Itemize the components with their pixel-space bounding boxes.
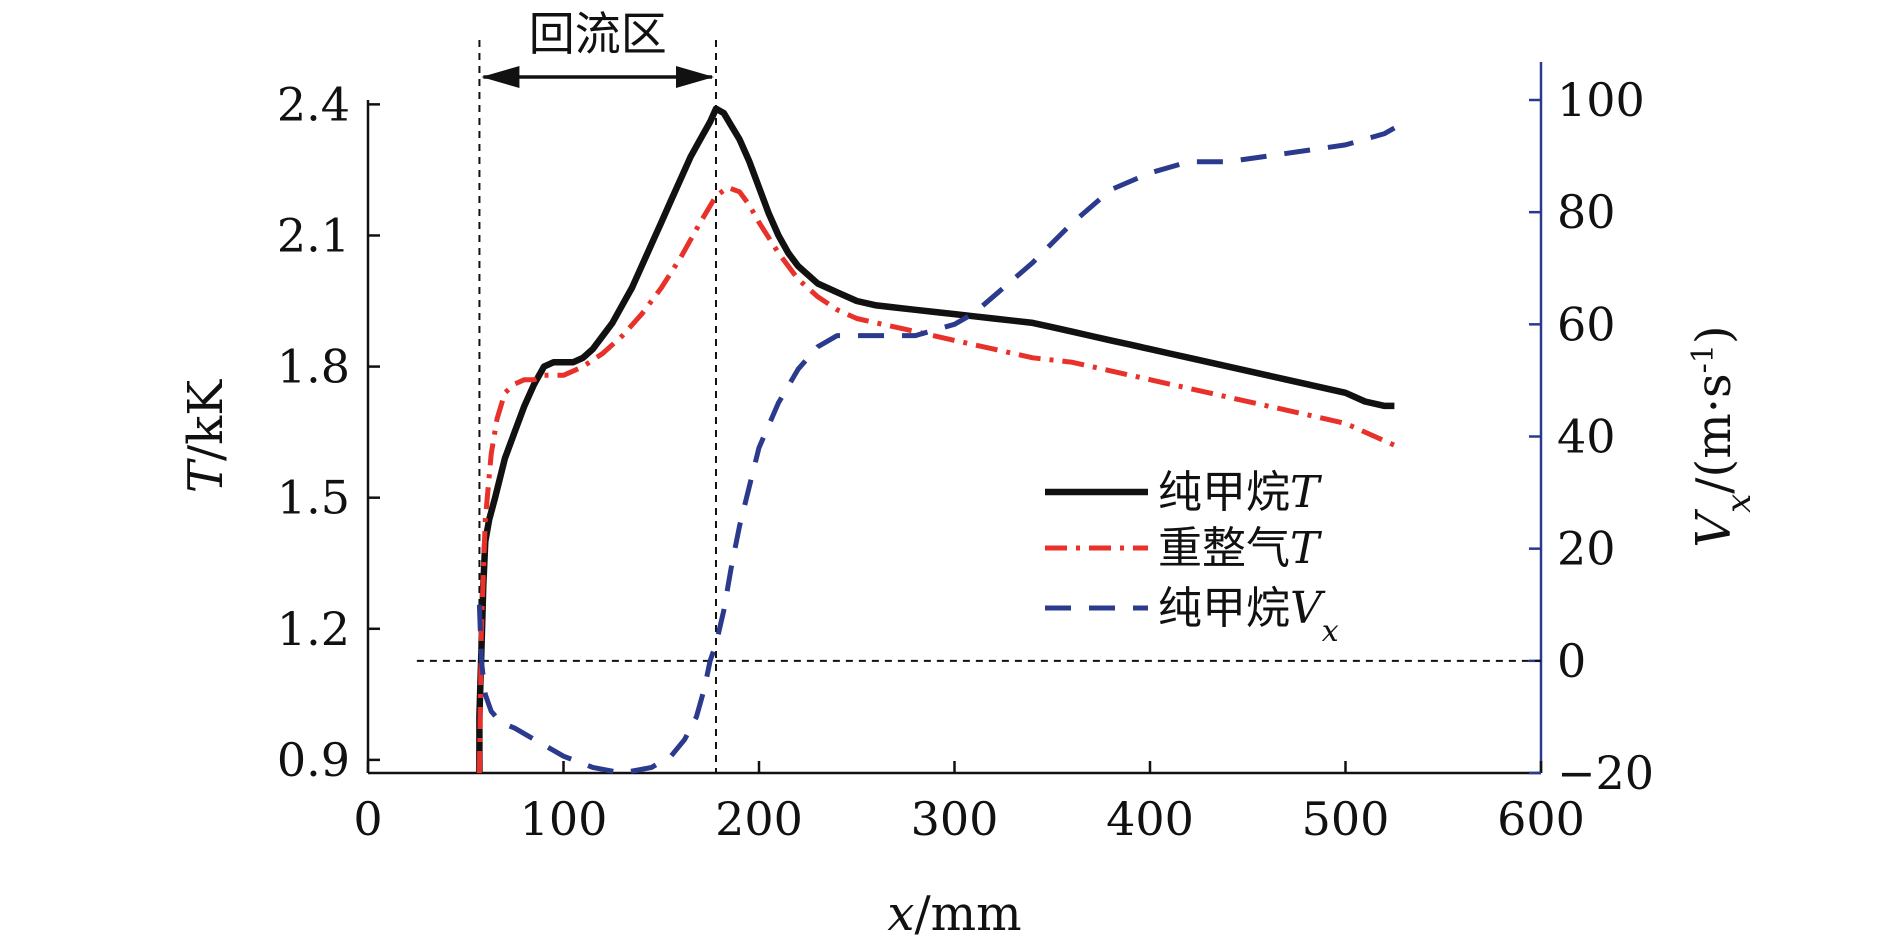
legend-label-2: 重整气T <box>1158 523 1323 574</box>
legend-label-1: 纯甲烷T <box>1158 467 1323 518</box>
y-left-tick-label: 0.9 <box>277 733 350 787</box>
y-right-tick-label: 80 <box>1557 185 1616 239</box>
y-left-tick-label: 1.5 <box>277 471 350 525</box>
y-left-tick-label: 2.4 <box>277 77 350 131</box>
series-line-1 <box>476 105 1395 773</box>
x-axis-title: x/mm <box>887 886 1021 937</box>
y-left-tick-label: 1.2 <box>277 602 350 656</box>
region-arrow-head-left <box>481 66 520 88</box>
x-tick-label: 0 <box>353 792 382 846</box>
y-left-tick-label: 2.1 <box>277 208 350 262</box>
y-left-axis-title: T/kK <box>178 379 234 493</box>
region-arrow-head-right <box>675 66 714 88</box>
x-tick-label: 400 <box>1106 792 1194 846</box>
y-right-tick-label: −20 <box>1557 746 1654 800</box>
y-left-tick-label: 1.8 <box>277 340 350 394</box>
y-right-tick-label: 60 <box>1557 297 1616 351</box>
y-right-tick-label: 40 <box>1557 410 1616 464</box>
x-tick-label: 200 <box>715 792 803 846</box>
series-layer <box>476 105 1396 776</box>
x-tick-label: 300 <box>911 792 999 846</box>
region-label: 回流区 <box>529 7 667 61</box>
guides: 回流区 <box>416 7 1541 773</box>
x-tick-label: 500 <box>1302 792 1390 846</box>
y-right-tick-label: 20 <box>1557 522 1616 576</box>
x-tick-label: 100 <box>520 792 608 846</box>
y-right-tick-label: 100 <box>1557 73 1645 127</box>
axes: 0 100 200 300 400 500 6000.91.21.51.82.12.4−20… <box>178 62 1759 937</box>
x-tick-label: 600 <box>1497 792 1585 846</box>
y-right-tick-label: 0 <box>1557 634 1586 688</box>
series-line-2 <box>476 184 1396 774</box>
series-line-3 <box>476 125 1396 776</box>
y-right-axis-title: Vx/(m·s-1) <box>1686 325 1760 547</box>
legend-label-3: 纯甲烷Vx <box>1158 583 1339 649</box>
